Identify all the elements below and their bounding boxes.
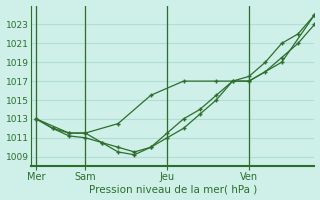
- X-axis label: Pression niveau de la mer( hPa ): Pression niveau de la mer( hPa ): [89, 184, 257, 194]
